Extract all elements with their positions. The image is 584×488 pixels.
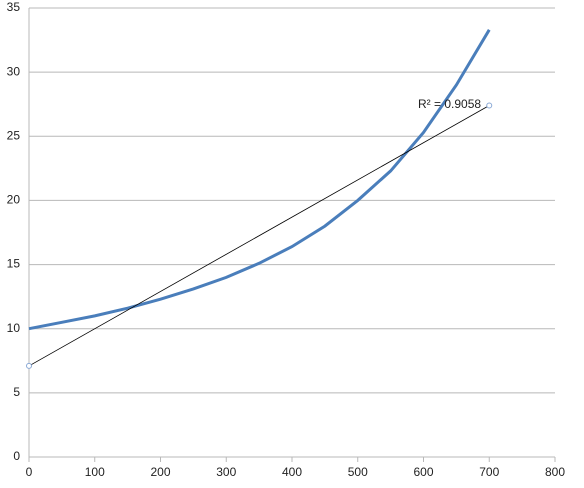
annotation: R² = 0.9058 [418,97,481,111]
y-tick-label: 30 [7,64,21,78]
curve [28,29,491,331]
x-tick-label: 100 [85,465,105,479]
y-tick-label: 20 [7,193,21,207]
trend-marker [486,102,493,109]
x-tick-label: 700 [479,465,499,479]
x-tick-label: 0 [26,465,33,479]
trendline [28,105,490,367]
x-tick-label: 600 [413,465,433,479]
x-tick-label: 300 [216,465,236,479]
x-tick-label: 500 [348,465,368,479]
y-tick-label: 15 [7,257,21,271]
y-tick-label: 35 [7,0,21,14]
x-tick-label: 200 [150,465,170,479]
trend-marker [26,362,32,369]
y-tick-label: 25 [7,128,21,142]
x-tick-label: 400 [282,465,302,479]
y-tick-label: 10 [7,321,21,335]
y-tick-label: 0 [13,449,20,463]
x-tick-label: 800 [545,465,565,479]
y-tick-label: 5 [13,385,20,399]
